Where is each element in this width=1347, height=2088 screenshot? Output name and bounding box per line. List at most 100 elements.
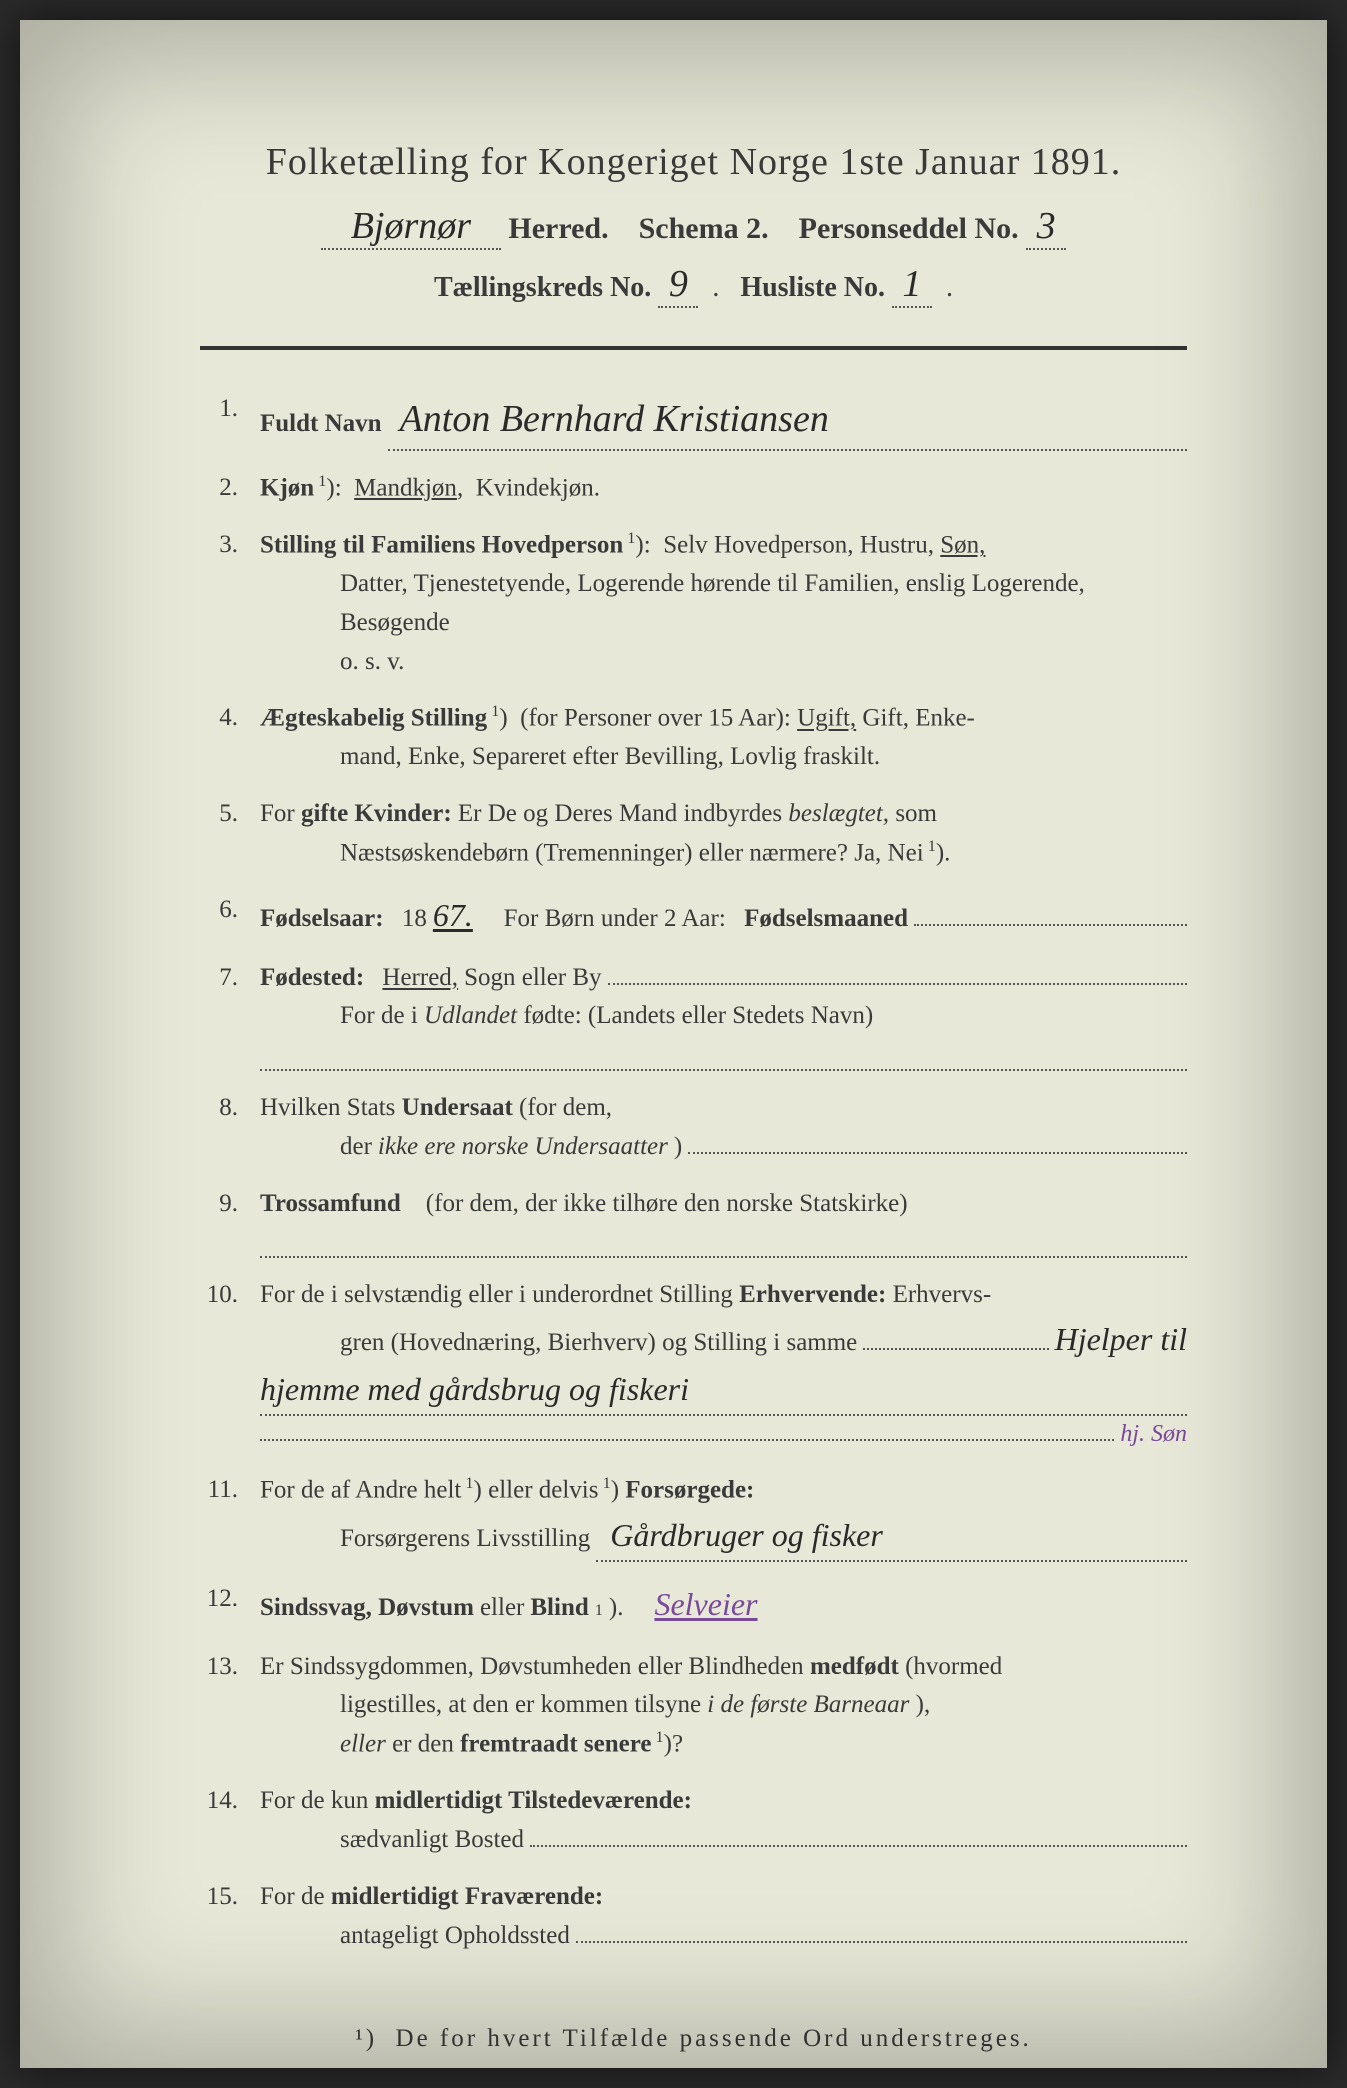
q7-ital: Udlandet xyxy=(424,1002,517,1029)
row-6: 6. Fødselsaar: 1867. For Børn under 2 Aa… xyxy=(200,891,1187,941)
label-born: For Børn under 2 Aar: xyxy=(504,900,726,939)
q13-ital: i de første Barneaar xyxy=(707,1691,909,1718)
q7-2a: For de i xyxy=(340,1002,424,1029)
row-number: 8. xyxy=(200,1089,260,1167)
q11-a: For de af Andre helt xyxy=(260,1477,461,1504)
blank-line xyxy=(260,1046,1187,1071)
row-number: 1. xyxy=(200,390,260,451)
blank-field xyxy=(863,1325,1048,1350)
q13-2a: ligestilles, at den er kommen tilsyne xyxy=(340,1691,707,1718)
personseddel-label: Personseddel No. xyxy=(799,212,1019,245)
label-maaned: Fødselsmaaned xyxy=(744,900,908,939)
stilling-line3: o. s. v. xyxy=(260,643,404,682)
row-number: 2. xyxy=(200,469,260,508)
q12-label: Sindssvag, Døvstum xyxy=(260,1589,474,1628)
footnote-text: De for hvert Tilfælde passende Ord under… xyxy=(396,2025,1032,2052)
row-number: 7. xyxy=(200,959,260,1072)
row-number: 10. xyxy=(200,1276,260,1453)
kjon-selected: Mandkjøn xyxy=(354,474,457,501)
blank-line xyxy=(260,1416,1114,1441)
q12-bold2: Blind xyxy=(530,1589,588,1628)
blank-field xyxy=(608,960,1187,985)
q10-2a: gren (Hovednæring, Bierhverv) og Stillin… xyxy=(340,1324,857,1363)
q5-line2: Næstsøskendebørn (Tremenninger) eller næ… xyxy=(340,839,924,866)
header-line-2: Bjørnør Herred. Schema 2. Personseddel N… xyxy=(200,204,1187,250)
row-10: 10. For de i selvstændig eller i underor… xyxy=(200,1276,1187,1453)
row-number: 5. xyxy=(200,795,260,873)
label-fodselsaar: Fødselsaar: xyxy=(260,900,384,939)
value-name: Anton Bernhard Kristiansen xyxy=(388,390,1187,451)
row-9: 9. Trossamfund (for dem, der ikke tilhør… xyxy=(200,1185,1187,1259)
row-number: 6. xyxy=(200,891,260,941)
q10-value2: hjemme med gårdsbrug og fiskeri xyxy=(260,1365,1187,1417)
row-14: 14. For de kun midlertidigt Tilstedevære… xyxy=(200,1782,1187,1860)
q5-line1b: som xyxy=(895,800,937,827)
husliste-label: Husliste No. xyxy=(740,272,885,303)
q14-a: For de kun xyxy=(260,1787,375,1814)
row-number: 4. xyxy=(200,699,260,777)
row-4: 4. Ægteskabelig Stilling 1) (for Persone… xyxy=(200,699,1187,777)
q14-bold: midlertidigt Tilstedeværende: xyxy=(375,1787,692,1814)
year-prefix: 18 xyxy=(402,900,427,939)
q5-a: For xyxy=(260,800,301,827)
blank-field xyxy=(914,901,1187,926)
kreds-no: 9 xyxy=(658,262,698,308)
aegteskab-line2: mand, Enke, Separeret efter Bevilling, L… xyxy=(260,738,880,777)
row-5: 5. For gifte Kvinder: Er De og Deres Man… xyxy=(200,795,1187,873)
blank-line xyxy=(260,1233,1187,1258)
annotation-hjson: hj. Søn xyxy=(1120,1416,1187,1453)
q13-bold: medfødt xyxy=(810,1653,899,1680)
q15-a: For de xyxy=(260,1883,331,1910)
husliste-no: 1 xyxy=(892,262,932,308)
label-aegteskab: Ægteskabelig Stilling xyxy=(260,705,487,732)
q8-2b: ) xyxy=(674,1128,682,1167)
label-kjon: Kjøn xyxy=(260,474,314,501)
year-value: 67. xyxy=(433,891,473,941)
stilling-line2: Datter, Tjenestetyende, Logerende hørend… xyxy=(260,565,1187,643)
q13-b: (hvormed xyxy=(905,1653,1002,1680)
row-13: 13. Er Sindssygdommen, Døvstumheden elle… xyxy=(200,1648,1187,1765)
q10-a: For de i selvstændig eller i underordnet… xyxy=(260,1281,739,1308)
row-3: 3. Stilling til Familiens Hovedperson 1)… xyxy=(200,526,1187,681)
stilling-selected: Søn, xyxy=(940,531,985,558)
row-11: 11. For de af Andre helt 1) eller delvis… xyxy=(200,1471,1187,1562)
personseddel-no: 3 xyxy=(1026,204,1066,250)
blank-field xyxy=(688,1129,1187,1154)
q15-bold: midlertidigt Fraværende: xyxy=(331,1883,603,1910)
q12-rest: eller xyxy=(480,1589,524,1628)
header-line-3: Tællingskreds No. 9 . Husliste No. 1 . xyxy=(200,262,1187,308)
q15-line2: antageligt Opholdssted xyxy=(340,1917,570,1956)
row-number: 13. xyxy=(200,1648,260,1765)
aegteskab-selected: Ugift, xyxy=(797,705,856,732)
q11-b: eller delvis xyxy=(488,1477,598,1504)
q13-3b: er den xyxy=(392,1731,460,1758)
q5-ital: beslægtet, xyxy=(788,800,889,827)
q5-b: gifte Kvinder: xyxy=(301,800,452,827)
page-title: Folketælling for Kongeriget Norge 1ste J… xyxy=(200,140,1187,184)
row-7: 7. Fødested: Herred, Sogn eller By For d… xyxy=(200,959,1187,1072)
row-1: 1. Fuldt Navn Anton Bernhard Kristiansen xyxy=(200,390,1187,451)
stilling-opts-a: Selv Hovedperson, Hustru, xyxy=(663,531,940,558)
divider xyxy=(200,346,1187,350)
row-number: 12. xyxy=(200,1580,260,1630)
row-12: 12. Sindssvag, Døvstum eller Blind 1). S… xyxy=(200,1580,1187,1630)
aegteskab-a: (for Personer over 15 Aar): xyxy=(520,705,797,732)
annotation-selveier: Selveier xyxy=(654,1580,757,1630)
q13-2b: ), xyxy=(916,1691,931,1718)
footnote: ¹) De for hvert Tilfælde passende Ord un… xyxy=(200,2025,1187,2053)
q11-line2: Forsørgerens Livsstilling xyxy=(340,1520,590,1559)
q5-line1: Er De og Deres Mand indbyrdes xyxy=(458,800,788,827)
row-15: 15. For de midlertidigt Fraværende: anta… xyxy=(200,1878,1187,1956)
row-number: 9. xyxy=(200,1185,260,1259)
q8-ital: ikke ere norske Undersaatter xyxy=(378,1128,668,1167)
q13-a: Er Sindssygdommen, Døvstumheden eller Bl… xyxy=(260,1653,810,1680)
herred-value: Bjørnør xyxy=(321,204,501,250)
q11-bold: Forsørgede: xyxy=(625,1477,754,1504)
label-trossamfund: Trossamfund xyxy=(260,1190,401,1217)
herred-label: Herred. xyxy=(508,212,608,245)
kjon-other: Kvindekjøn. xyxy=(476,474,600,501)
label-fodested: Fødested: xyxy=(260,959,364,998)
kreds-label: Tællingskreds No. xyxy=(434,272,651,303)
blank-field xyxy=(530,1822,1187,1847)
q7-2b: fødte: (Landets eller Stedets Navn) xyxy=(523,1002,873,1029)
